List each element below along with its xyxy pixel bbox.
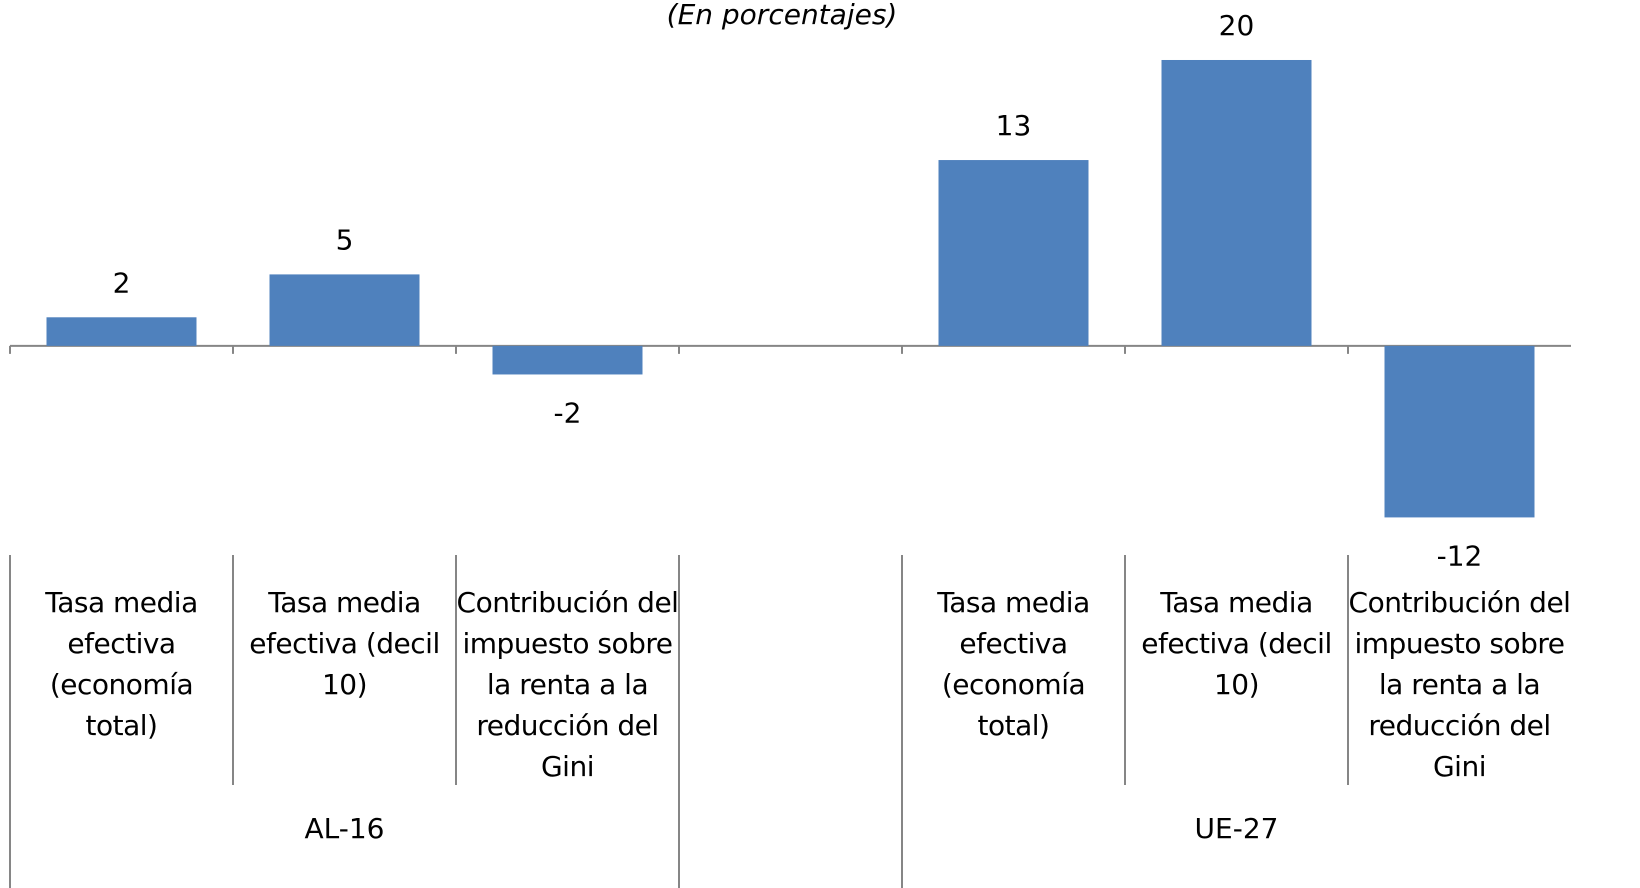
x-tick-label: Tasa media efectiva (economía total) <box>937 586 1090 742</box>
data-label: -12 <box>1437 539 1483 572</box>
data-label: 20 <box>1219 9 1255 42</box>
bar <box>46 317 197 346</box>
x-tick-label: Contribución del impuesto sobre la renta… <box>1348 586 1571 783</box>
data-label: 5 <box>336 223 354 256</box>
bar <box>1161 59 1312 346</box>
bar <box>1384 345 1535 518</box>
group-label: AL-16 <box>304 812 385 845</box>
group-label: UE-27 <box>1194 812 1279 845</box>
bar <box>492 345 643 375</box>
x-tick-label: Tasa media efectiva (decil 10) <box>249 586 440 701</box>
data-label: -2 <box>554 396 582 429</box>
data-label: 13 <box>996 109 1032 142</box>
data-label: 2 <box>113 266 131 299</box>
bar <box>269 274 420 346</box>
chart-subtitle: (En porcentajes) <box>667 0 898 31</box>
x-tick-label: Contribución del impuesto sobre la renta… <box>456 586 679 783</box>
x-tick-label: Tasa media efectiva (decil 10) <box>1141 586 1332 701</box>
bar <box>938 160 1089 346</box>
x-tick-label: Tasa media efectiva (economía total) <box>45 586 198 742</box>
